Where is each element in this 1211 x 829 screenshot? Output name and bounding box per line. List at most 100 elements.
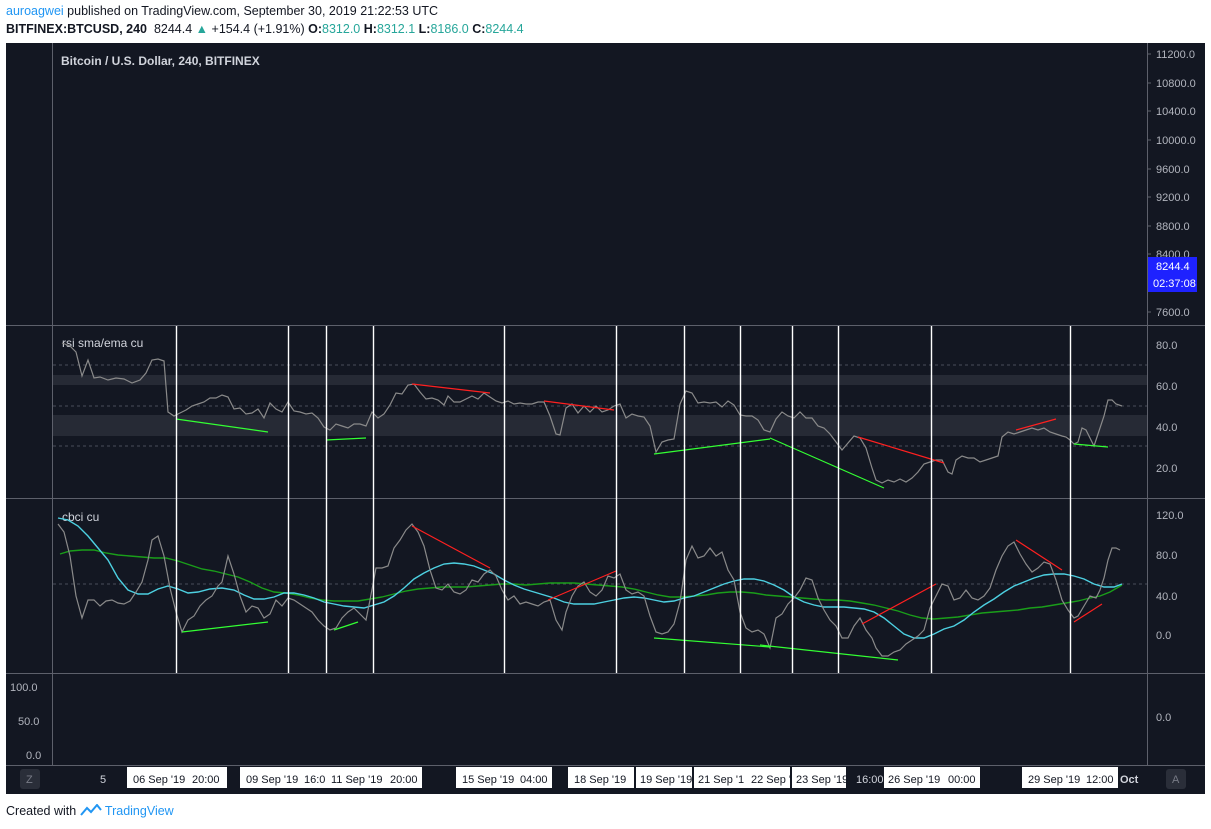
time-label: 04:00 [520, 774, 548, 786]
close-label: C: [472, 22, 486, 36]
time-label: 22 Sep ' [751, 774, 791, 786]
time-label: 21 Sep '1 [698, 774, 744, 786]
time-highlight [568, 767, 634, 788]
pane-separators [6, 43, 1205, 766]
cbci-axis-label: 80.0 [1156, 550, 1177, 562]
auto-scale-button[interactable] [1166, 769, 1186, 789]
price-axis-label: 10000.0 [1156, 135, 1196, 147]
publish-info: auroagwei published on TradingView.com, … [6, 4, 438, 18]
time-highlight [694, 767, 748, 788]
countdown-tag-text: 02:37:08 [1153, 278, 1196, 290]
zoom-left-button-label: Z [26, 774, 33, 786]
rsi-axis-label: 40.0 [1156, 422, 1177, 434]
rsi-axis-label: 20.0 [1156, 463, 1177, 475]
high-label: H: [363, 22, 377, 36]
time-label: 29 Sep '19 [1028, 774, 1080, 786]
rsi-pane-title: rsi sma/ema cu [62, 336, 143, 350]
open-value: 8312.0 [322, 22, 361, 36]
rsi-divergences [175, 383, 1109, 489]
main-pane-title: Bitcoin / U.S. Dollar, 240, BITFINEX [61, 54, 260, 68]
cbci-axis-label: 120.0 [1156, 510, 1184, 522]
price-axis-label: 10400.0 [1156, 106, 1196, 118]
chart-svg[interactable]: Bitcoin / U.S. Dollar, 240, BITFINEX 112… [6, 43, 1205, 794]
rsi-axis-label: 60.0 [1156, 381, 1177, 393]
time-highlight [884, 767, 980, 788]
time-labels: 5 06 Sep '19 20:00 09 Sep '19 16:0 11 Se… [100, 774, 1139, 786]
bottom-left-axis-label: 50.0 [18, 716, 39, 728]
price-axis: 11200.0 10800.0 10400.0 10000.0 9600.0 9… [1147, 49, 1196, 319]
close-value: 8244.4 [485, 22, 524, 36]
author-link[interactable]: auroagwei [6, 4, 64, 18]
time-highlight [456, 767, 552, 788]
change-up-icon: ▲ [195, 22, 209, 36]
time-highlight [240, 767, 326, 788]
open-label: O: [308, 22, 323, 36]
cbci-pane-title: cbci cu [62, 510, 99, 524]
cbci-axis-label: 40.0 [1156, 591, 1177, 603]
low-value: 8186.0 [430, 22, 469, 36]
rsi-axis: 80.0 60.0 40.0 20.0 [1156, 340, 1177, 475]
cbci-cyan-line [57, 517, 1123, 639]
time-label: 12:00 [1086, 774, 1114, 786]
bottom-left-axis-label: 0.0 [26, 750, 41, 762]
time-label: 20:00 [390, 774, 418, 786]
time-label: 20:00 [192, 774, 220, 786]
rsi-line [61, 342, 1123, 484]
tradingview-link[interactable]: TradingView [104, 804, 174, 818]
time-label: 00:00 [948, 774, 976, 786]
price-axis-label: 11200.0 [1156, 49, 1195, 61]
time-label: 5 [100, 774, 106, 786]
last-price-tag-text: 8244.4 [1156, 261, 1190, 273]
time-label: 11 Sep '19 [331, 774, 382, 786]
time-label: 09 Sep '19 [246, 774, 298, 786]
publish-text: published on TradingView.com, September … [67, 4, 439, 18]
price-axis-label: 8800.0 [1156, 221, 1190, 233]
created-with-text: Created with [6, 804, 77, 818]
zoom-left-button[interactable] [20, 769, 40, 789]
time-label: 26 Sep '19 [888, 774, 940, 786]
cbci-axis: 120.0 80.0 40.0 0.0 [1156, 510, 1184, 642]
time-highlight [748, 767, 790, 788]
price-axis-label: 9200.0 [1156, 192, 1190, 204]
last-price: 8244.4 [153, 22, 193, 36]
bottom-right-axis-label: 0.0 [1156, 712, 1171, 724]
cbci-divergences [181, 525, 1103, 661]
price-axis-label: 9600.0 [1156, 164, 1190, 176]
tradingview-logo-icon [79, 803, 102, 816]
footer: Created with TradingView [6, 803, 174, 818]
time-label: 19 Sep '19 [640, 774, 692, 786]
bottom-left-axis-label: 100.0 [10, 682, 38, 694]
cbci-green-line [59, 549, 1123, 620]
countdown-tag [1148, 274, 1197, 292]
low-label: L: [418, 22, 431, 36]
rsi-upper-band [53, 375, 1147, 385]
time-label: 16:0 [304, 774, 325, 786]
symbol-label: BITFINEX:BTCUSD, 240 [6, 22, 147, 36]
price-axis-label: 10800.0 [1156, 78, 1196, 90]
time-highlight [636, 767, 692, 788]
bottom-pane-axis: 100.0 50.0 0.0 0.0 [10, 682, 1171, 762]
price-axis-label: 7600.0 [1156, 307, 1190, 319]
last-price-tag [1148, 257, 1197, 274]
chart-area[interactable]: Bitcoin / U.S. Dollar, 240, BITFINEX 112… [6, 43, 1205, 794]
auto-scale-button-label: A [1172, 774, 1180, 786]
time-highlight [792, 767, 846, 788]
symbol-info: BITFINEX:BTCUSD, 240 8244.4 ▲ +154.4 (+1… [6, 22, 524, 36]
time-label: Oct [1120, 774, 1139, 786]
cbci-gray-line [57, 523, 1121, 657]
time-highlight [326, 767, 422, 788]
time-axis: Z A 5 06 Sep '19 20:00 09 Sep '19 16:0 1… [20, 767, 1186, 789]
rsi-axis-label: 80.0 [1156, 340, 1177, 352]
high-value: 8312.1 [376, 22, 416, 36]
cbci-axis-label: 0.0 [1156, 630, 1171, 642]
time-label: 06 Sep '19 [133, 774, 185, 786]
price-change: +154.4 (+1.91%) [211, 22, 305, 36]
time-label: 18 Sep '19 [574, 774, 626, 786]
time-highlight [127, 767, 227, 788]
time-highlight [1022, 767, 1118, 788]
time-label: 16:00 [856, 774, 884, 786]
rsi-lower-band [53, 415, 1147, 436]
vertical-markers [175, 326, 1072, 673]
rsi-levels [53, 364, 1147, 447]
time-label: 23 Sep '19 [796, 774, 848, 786]
